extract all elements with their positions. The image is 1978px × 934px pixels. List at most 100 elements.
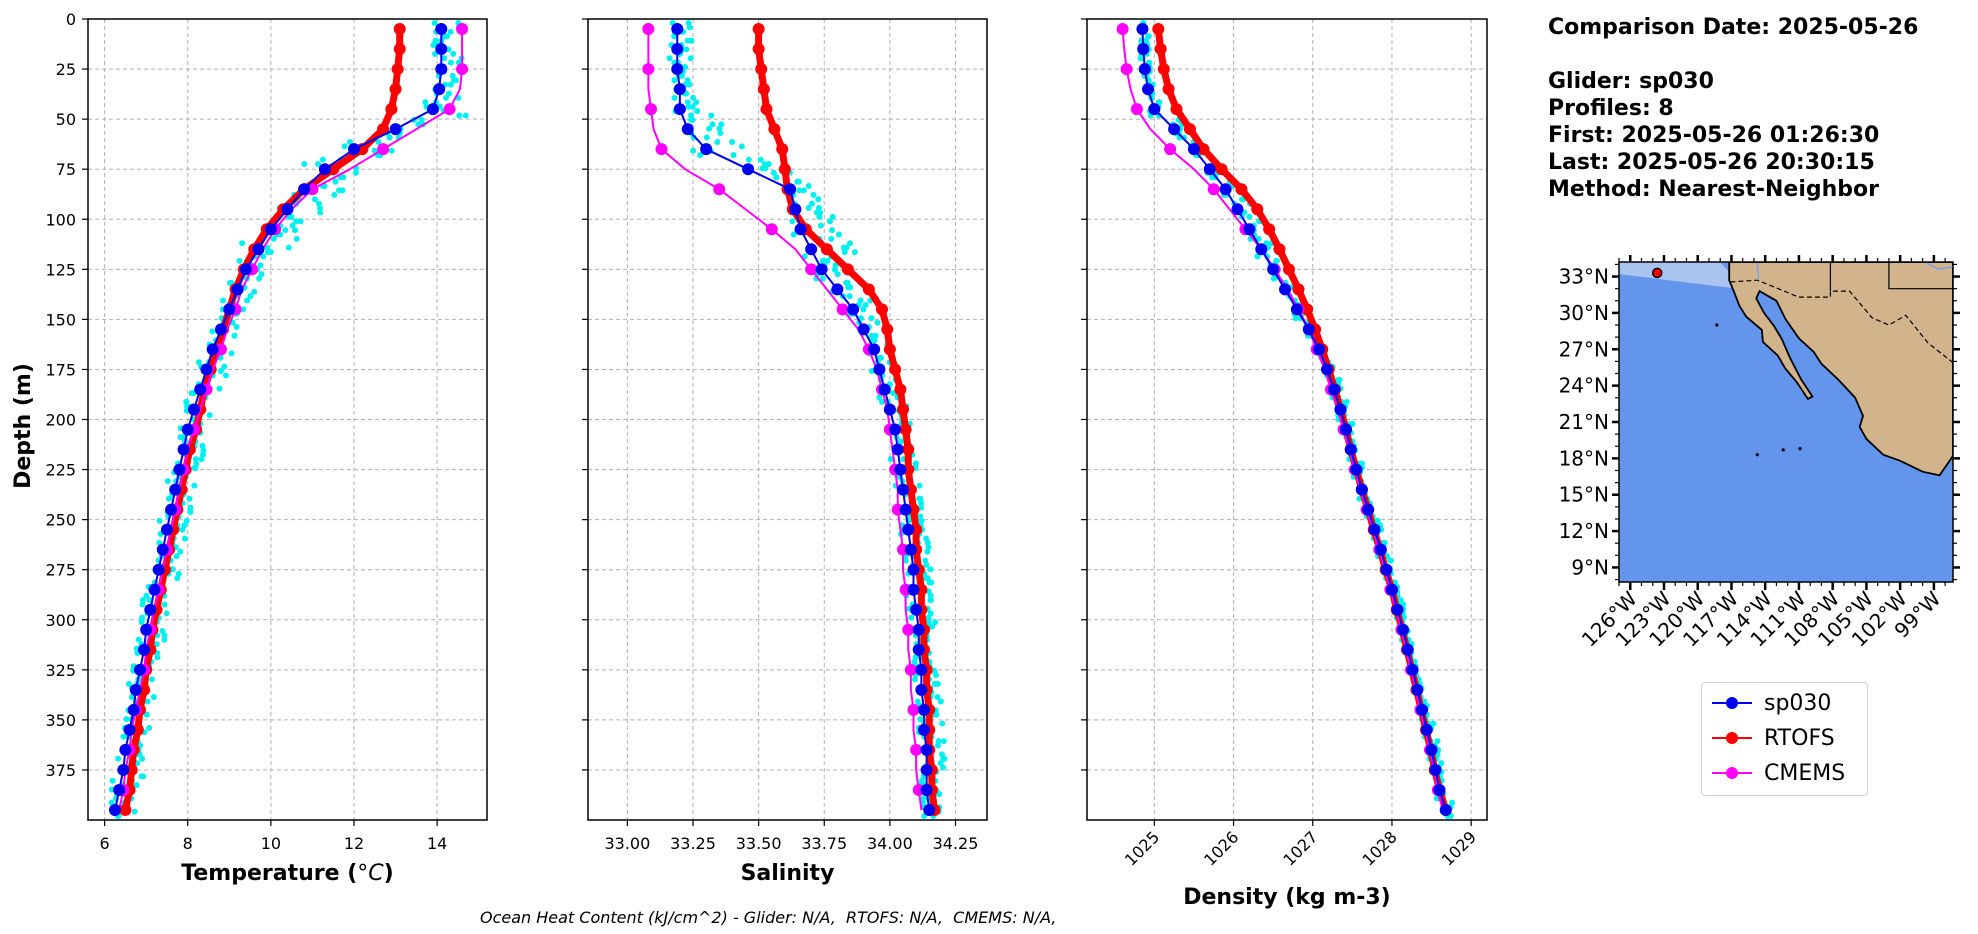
raw-point — [146, 724, 153, 731]
series-line-CMEMS — [118, 29, 464, 811]
raw-point — [115, 755, 122, 762]
series-point-sp030 — [847, 303, 860, 316]
raw-point — [911, 676, 918, 683]
series-point-sp030 — [1168, 123, 1181, 136]
raw-point — [917, 716, 924, 723]
series-point-sp030 — [435, 43, 448, 56]
raw-point — [285, 244, 292, 251]
series-point-sp030 — [1255, 243, 1268, 256]
profiles-count: Profiles: 8 — [1548, 96, 1674, 121]
legend-label: sp030 — [1764, 690, 1832, 716]
raw-point — [918, 500, 925, 507]
series-point-sp030 — [912, 643, 925, 656]
series-point-sp030 — [1137, 43, 1150, 56]
raw-point — [688, 116, 695, 123]
series-point-sp030 — [223, 303, 236, 316]
lat-tick-label: 9°N — [1571, 555, 1609, 579]
legend-item-cmems: CMEMS — [1710, 758, 1845, 788]
raw-point — [706, 125, 713, 132]
series-point-CMEMS — [904, 663, 917, 676]
series-point-sp030 — [1279, 283, 1292, 296]
series-point-CMEMS — [1130, 103, 1143, 116]
series-point-RTOFS — [391, 63, 404, 76]
series-point-CMEMS — [805, 263, 818, 276]
series-point-sp030 — [868, 343, 881, 356]
series-point-RTOFS — [1183, 123, 1196, 136]
raw-point — [346, 138, 353, 145]
lat-tick-label: 33°N — [1559, 265, 1609, 289]
series-point-sp030 — [857, 323, 870, 336]
series-point-RTOFS — [1157, 63, 1170, 76]
raw-point — [217, 368, 224, 375]
lat-tick-label: 18°N — [1559, 446, 1609, 470]
glider-location-marker — [1651, 267, 1663, 279]
series-point-RTOFS — [862, 283, 875, 296]
series-point-CMEMS — [456, 23, 469, 36]
river — [1924, 262, 1953, 271]
raw-point — [917, 495, 924, 502]
raw-point — [109, 777, 116, 784]
raw-point — [123, 716, 130, 723]
raw-point — [916, 482, 923, 489]
raw-point — [889, 390, 896, 397]
series-point-RTOFS — [393, 23, 406, 36]
y-tick-label: 300 — [45, 611, 76, 630]
raw-point — [258, 271, 265, 278]
raw-point — [293, 218, 300, 225]
raw-point — [288, 213, 295, 220]
legend-cmems-marker — [1712, 767, 1752, 779]
raw-point — [926, 579, 933, 586]
series-point-sp030 — [742, 163, 755, 176]
raw-point — [462, 112, 469, 119]
series-point-sp030 — [152, 563, 165, 576]
raw-point — [191, 482, 198, 489]
series-point-CMEMS — [306, 183, 319, 196]
raw-point — [126, 680, 133, 687]
raw-point — [685, 103, 692, 110]
raw-point — [671, 77, 678, 84]
x-tick-label: 14 — [427, 834, 447, 853]
series-point-sp030 — [1429, 763, 1442, 776]
raw-point — [810, 191, 817, 198]
series-point-sp030 — [1391, 603, 1404, 616]
raw-point — [386, 134, 393, 141]
series-point-RTOFS — [119, 803, 132, 816]
raw-point — [161, 636, 168, 643]
y-tick-label: 75 — [56, 160, 76, 179]
series-point-sp030 — [252, 243, 265, 256]
raw-point — [332, 178, 339, 185]
raw-point — [297, 218, 304, 225]
series-point-sp030 — [784, 183, 797, 196]
raw-point — [247, 293, 254, 300]
x-axis-label: Salinity — [741, 861, 835, 886]
raw-point — [918, 504, 925, 511]
x-tick-label: 33.25 — [670, 834, 716, 853]
series-point-RTOFS — [393, 43, 406, 56]
raw-point — [816, 209, 823, 216]
lat-tick-label: 24°N — [1559, 374, 1609, 398]
raw-point — [181, 535, 188, 542]
raw-point — [177, 434, 184, 441]
raw-point — [789, 218, 796, 225]
series-point-sp030 — [1136, 23, 1149, 36]
raw-point — [311, 196, 318, 203]
raw-point — [169, 566, 176, 573]
raw-point — [941, 755, 948, 762]
raw-point — [773, 174, 780, 181]
raw-point — [703, 134, 710, 141]
series-point-sp030 — [673, 103, 686, 116]
raw-point — [937, 760, 944, 767]
series-point-CMEMS — [377, 143, 390, 156]
raw-point — [228, 350, 235, 357]
series-point-sp030 — [1397, 623, 1410, 636]
raw-point — [1335, 376, 1342, 383]
raw-point — [452, 77, 459, 84]
raw-point — [316, 205, 323, 212]
raw-point — [138, 773, 145, 780]
glider-name: Glider: sp030 — [1548, 69, 1714, 94]
series-point-sp030 — [915, 663, 928, 676]
series-point-sp030 — [831, 283, 844, 296]
raw-point — [686, 81, 693, 88]
x-tick-label: 34.25 — [933, 834, 979, 853]
series-point-sp030 — [915, 683, 928, 696]
